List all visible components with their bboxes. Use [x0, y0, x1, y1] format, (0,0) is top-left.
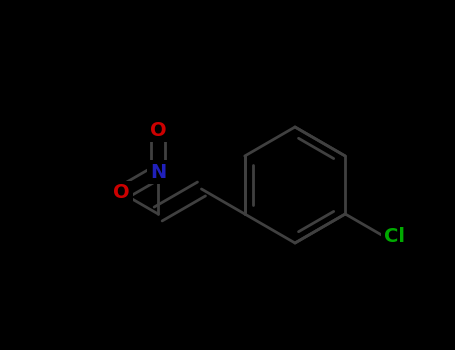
Text: Cl: Cl [384, 227, 404, 246]
Text: O: O [150, 120, 167, 140]
Text: N: N [150, 162, 166, 182]
Text: O: O [113, 183, 130, 203]
